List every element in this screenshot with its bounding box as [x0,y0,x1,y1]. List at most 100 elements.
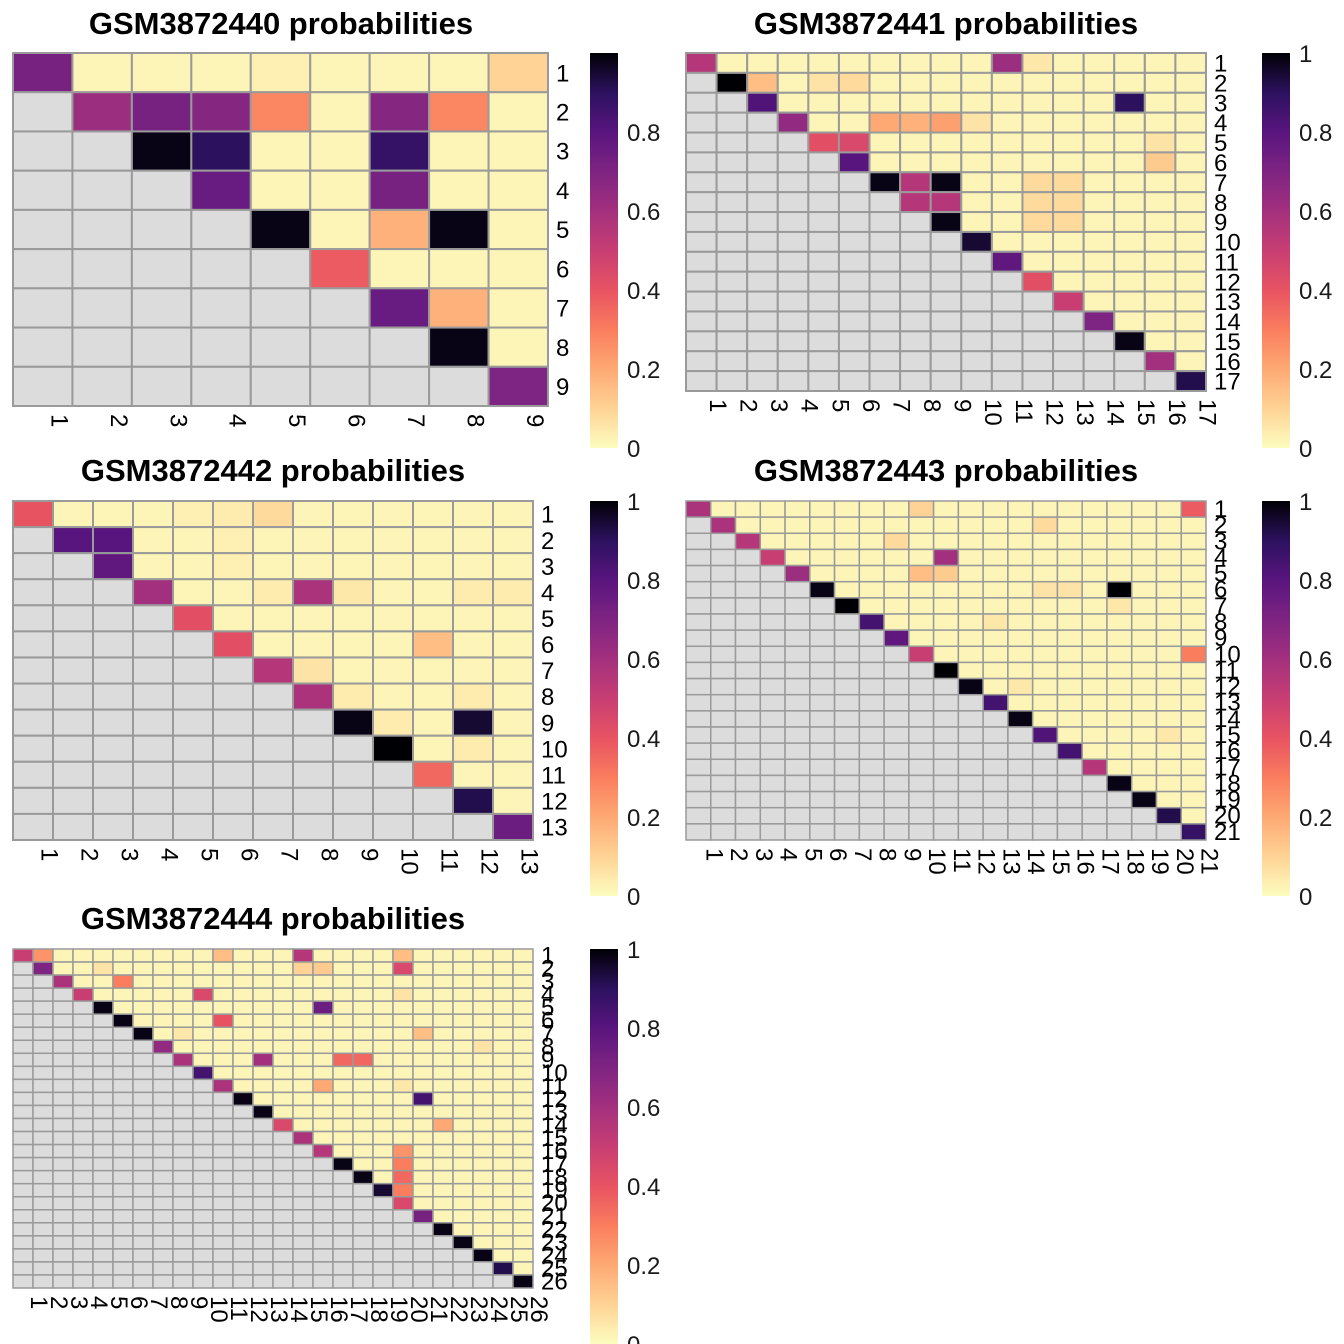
heatmap-cell [32,1117,54,1133]
heatmap-cell [759,823,786,841]
heatmap-cell [132,1104,154,1120]
heatmap-cell [1143,171,1177,194]
heatmap-cell [868,290,902,313]
heatmap-cell [685,629,712,648]
heatmap-cell [990,131,1024,154]
heatmap-cell [392,1039,414,1055]
heatmap-cell [249,130,312,172]
heatmap-cell [899,191,932,214]
heatmap-cell [172,1222,194,1237]
heatmap-cell [837,230,871,253]
heatmap-cell [92,1235,114,1250]
heatmap-cell [1052,310,1085,333]
column-label: 15 [305,1296,332,1323]
legend-tick-label: 0.6 [627,199,660,226]
heatmap-cell [809,806,836,825]
heatmap-cell [1113,211,1146,233]
heatmap-cell [372,760,414,789]
heatmap-cell [152,1209,174,1224]
heatmap-cell [332,1182,354,1198]
heatmap-cell [899,330,932,353]
heatmap-cell [929,250,963,273]
heatmap-cell [883,532,910,551]
heatmap-cell [807,330,840,353]
column-label: 10 [205,1296,232,1323]
heatmap-cell [1081,758,1108,777]
heatmap-cell [734,661,762,680]
heatmap-cell [1007,564,1034,583]
heatmap-cell [252,1156,274,1172]
heatmap-cell [837,191,871,214]
heatmap-cell [957,774,984,793]
heatmap-cell [492,630,534,659]
column-label: 6 [236,848,263,861]
heatmap-cell [1007,774,1034,793]
heatmap-cell [252,1274,274,1289]
row-label: 5 [556,217,569,244]
heatmap-cell [72,1235,94,1250]
heatmap-cell [807,310,840,333]
column-label: 17 [1096,848,1123,875]
heatmap-cell [982,774,1009,793]
heatmap-cell [212,1039,234,1055]
heatmap-cell [960,151,993,174]
heatmap-cell [990,310,1024,333]
heatmap-cell [428,326,490,368]
heatmap-cell [32,961,54,976]
heatmap-cell [152,1013,174,1028]
heatmap-cell [833,790,861,809]
heatmap-cell [132,1169,154,1185]
heatmap-cell [12,365,74,407]
heatmap-cell [929,131,963,154]
heatmap-cell [512,1078,534,1094]
heatmap-cell [746,111,779,134]
heatmap-cell [1021,211,1055,233]
heatmap-cell [232,1143,254,1159]
heatmap-cell [192,1117,214,1133]
heatmap-cell [392,1274,414,1289]
heatmap-cell [1052,171,1085,194]
row-label: 1 [1214,496,1227,523]
heatmap-cell [1031,597,1059,615]
heatmap-cell [759,500,786,518]
heatmap-cell [990,250,1024,273]
heatmap-cell [372,812,414,841]
heatmap-cell [52,1235,74,1250]
heatmap-cell [232,948,254,963]
heatmap-cell [472,1104,494,1120]
heatmap-cell [92,987,114,1002]
heatmap-cell [452,656,494,685]
heatmap-cell [52,734,94,763]
heatmap-cell [12,1143,34,1159]
heatmap-cell [152,1248,174,1263]
heatmap-cell [734,532,762,551]
heatmap-cell [512,1091,534,1107]
heatmap-cell [332,1235,354,1250]
heatmap-cell [1174,310,1208,333]
heatmap-cell [432,1182,454,1198]
heatmap-cell [685,806,712,825]
heatmap-cell [957,710,984,728]
heatmap-cell [776,290,810,313]
row-label: 7 [541,1021,554,1048]
heatmap-cell [784,693,811,712]
heatmap-cell [1155,580,1182,599]
heatmap-cell [212,812,254,841]
heatmap-cell [192,1130,214,1146]
heatmap-cell [1031,580,1059,599]
heatmap-cell [412,948,434,963]
heatmap-cell [746,91,779,114]
heatmap-cell [472,987,494,1002]
heatmap-cell [685,310,718,333]
heatmap-cell [392,1091,414,1107]
legend-colorbar [1262,53,1290,448]
column-label: 10 [396,848,423,875]
legend-tick-label: 1 [1299,489,1312,516]
heatmap-cell [292,604,334,633]
heatmap-cell [132,1143,154,1159]
heatmap-cell [92,552,134,581]
heatmap-cell [1056,645,1083,664]
row-label: 12 [1214,269,1241,296]
heatmap-cell [837,370,871,392]
heatmap-cell [776,71,810,94]
